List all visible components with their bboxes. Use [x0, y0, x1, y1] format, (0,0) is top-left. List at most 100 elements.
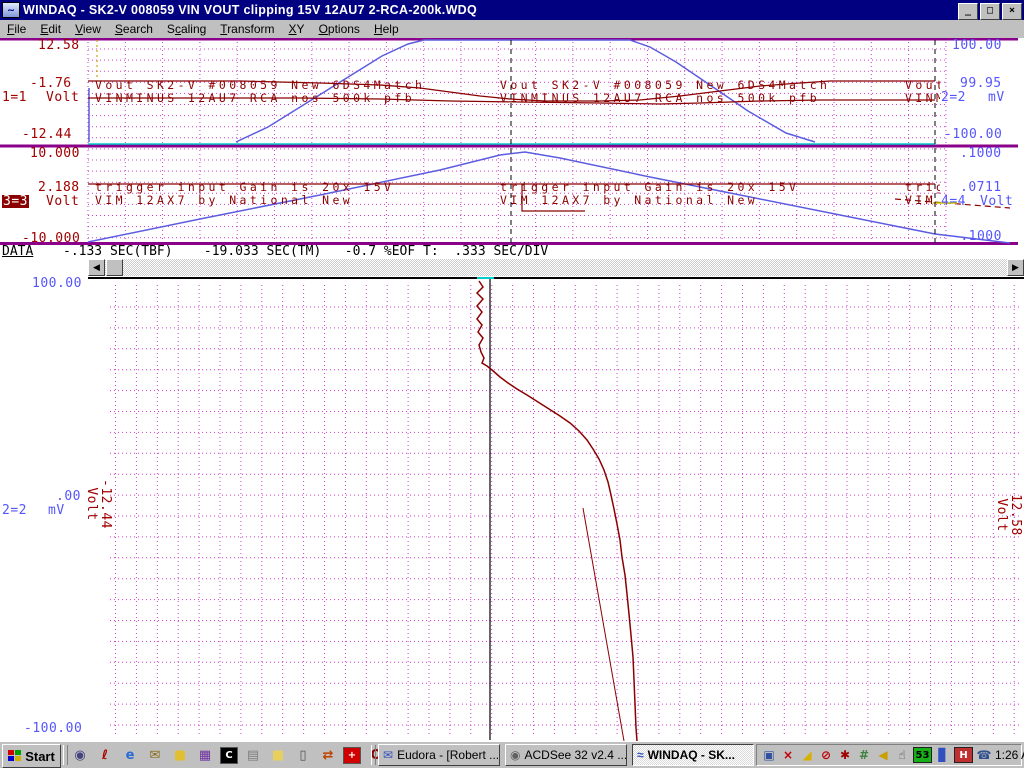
lotus-app-icon[interactable]: ℓ — [101, 747, 109, 763]
strip-chart-canvas[interactable] — [0, 38, 1024, 245]
scale-label: 100.00 — [952, 38, 1002, 53]
volume-icon[interactable]: ◀ — [878, 748, 888, 762]
scale-label: -100.00 — [944, 127, 1003, 142]
taskbar-grip[interactable] — [371, 745, 376, 765]
title-bar[interactable]: ∼ WINDAQ - SK2-V 008059 VIN VOUT clippin… — [0, 0, 1024, 20]
eudora-icon: ✉ — [383, 748, 394, 762]
media-player-icon[interactable]: ◉ — [74, 747, 86, 763]
acdsee-icon: ◉ — [510, 748, 521, 762]
scroll-left-arrow[interactable]: ◀ — [88, 259, 105, 276]
ch4-annotation-text: VIM 12AX7 by National New — [95, 193, 354, 207]
ch3-annotation-text: trigger input Gain is 20x 15V — [95, 180, 395, 194]
scale-label: Volt — [980, 194, 1014, 209]
menu-transform[interactable]: Transform — [220, 22, 275, 36]
xy-plot-canvas[interactable] — [0, 277, 1024, 741]
taskbar-grip[interactable] — [63, 745, 68, 765]
menu-file[interactable]: File — [7, 22, 27, 36]
scale-label: 12.58 — [38, 38, 80, 53]
windaq-logo-icon: ∼ — [2, 2, 20, 18]
meter-53-icon[interactable]: 53 — [913, 747, 932, 763]
scan-monitor-icon[interactable]: ▣ — [763, 748, 775, 762]
waveform-strip-chart[interactable]: 12.58 -1.76 1=1 Volt -12.44 10.000 2.188 3=3 Vol… — [0, 38, 1024, 245]
scroll-right-arrow[interactable]: ▶ — [1007, 259, 1024, 276]
maximize-button[interactable]: □ — [980, 3, 1000, 20]
menu-xy[interactable]: XY — [288, 22, 305, 36]
scale-label: 3=3 — [2, 194, 29, 209]
menu-search[interactable]: Search — [114, 22, 153, 36]
ch2-annotation-trace — [88, 97, 935, 105]
ch3-annotation-text: trigger input Gain is 20x 15V — [905, 180, 940, 194]
task-button-label: WINDAQ - SK... — [647, 748, 735, 762]
scale-label: -12.44 — [22, 127, 72, 142]
start-button[interactable]: Start — [2, 744, 61, 768]
h-badge-icon[interactable]: H — [954, 747, 973, 763]
tray-clock[interactable]: 1:26 AM — [995, 748, 1024, 762]
scale-label: mV — [48, 503, 65, 518]
xy-transfer-curve — [475, 280, 638, 741]
menu-edit[interactable]: Edit — [40, 22, 62, 36]
menu-view[interactable]: View — [75, 22, 101, 36]
quick-launch-toolbar: ◉ ℓ e ✉ ■ ▦ C ▤ ■ ▯ ⇄ + O — [70, 744, 386, 766]
menu-options[interactable]: Options — [318, 22, 360, 36]
ch4-annotation-text: VIM 12AX7 by National New — [905, 193, 940, 207]
ch2-annotation-text: VINMINUS 12AU7 RCA nos 500k pfb — [95, 91, 416, 105]
menu-scaling[interactable]: Scaling — [166, 22, 207, 36]
modem-phone-icon[interactable]: ☎ — [976, 748, 992, 762]
task-button-label: ACDSee 32 v2.4 ... — [524, 748, 627, 762]
red-utility-icon[interactable]: ✱ — [839, 748, 851, 762]
ch3-trigger-triangle — [87, 151, 1011, 244]
opera-icon[interactable]: O — [370, 747, 382, 763]
internet-explorer-icon[interactable]: e — [125, 747, 135, 763]
scale-label: 100.00 — [32, 276, 82, 291]
display-app-icon[interactable]: ▦ — [198, 747, 212, 763]
prohibition-icon[interactable]: ⊘ — [820, 748, 832, 762]
task-button-label: Eudora - [Robert ... — [397, 748, 500, 762]
pda-sync-icon[interactable]: ▯ — [299, 747, 307, 763]
system-tray: ▣ × ◢ ⊘ ✱ # ◀ ☝ 53 ▊ H☎ 1:26 AM — [756, 744, 1024, 766]
taskbar-button-acdsee[interactable]: ◉ ACDSee 32 v2.4 ... — [505, 744, 627, 766]
scrollbar-thumb[interactable] — [106, 259, 123, 276]
scale-label: 99.95 — [960, 76, 1002, 91]
scale-label: -10.000 — [22, 231, 81, 246]
scale-label: Volt — [46, 194, 80, 209]
taskbar-button-windaq[interactable]: ≈ WINDAQ - SK... — [632, 744, 754, 766]
x-axis-left-label: -12.44 Volt — [84, 479, 113, 529]
ch2-annotation-text: VINMINUS 12AU7 RCA nos 500k pfb — [500, 91, 821, 105]
hardware-icon[interactable]: ▤ — [246, 747, 260, 763]
ch2-annotation-text: VINMINUS 12AU7 RCA nos 500k pfb — [905, 91, 940, 105]
scale-label: 2.188 — [38, 180, 80, 195]
horizontal-scrollbar[interactable]: ◀ ▶ — [0, 259, 1024, 277]
ch2-annotation: VINMINUS 12AU7 RCA nos 500k pfb VINMINUS … — [95, 91, 940, 105]
scale-label: Volt — [46, 90, 80, 105]
red-status-icon[interactable]: × — [782, 748, 794, 762]
minimize-button[interactable]: _ — [958, 3, 978, 20]
yellow-tool-icon[interactable]: ◢ — [802, 748, 812, 762]
scale-label: -.1000 — [952, 229, 1002, 244]
first-aid-icon[interactable]: + — [343, 746, 361, 764]
close-button[interactable]: × — [1002, 3, 1022, 20]
scale-label: .1000 — [960, 146, 1002, 161]
ch3-annotation: trigger input Gain is 20x 15V trigger inp… — [95, 180, 940, 194]
ch3-annotation-text: trigger input Gain is 20x 15V — [500, 180, 800, 194]
scale-label: -100.00 — [24, 721, 83, 736]
xy-plot-chart[interactable]: 100.00 .00 2=2 mV -100.00 -12.44 Volt 12.58 Volt — [0, 277, 1024, 741]
battery-icon[interactable]: ▊ — [938, 748, 948, 762]
menu-help[interactable]: Help — [373, 22, 399, 36]
scale-label: .00 — [56, 489, 81, 504]
status-mode-label[interactable]: DATA — [2, 244, 34, 259]
email-compose-icon[interactable]: ✉ — [149, 747, 161, 763]
tray-icons: ▣ × ◢ ⊘ ✱ # ◀ ☝ 53 ▊ H ☎ — [761, 747, 992, 763]
scale-label: mV — [988, 90, 1005, 105]
windows-logo-icon — [8, 750, 22, 762]
folder-icon[interactable]: ■ — [173, 747, 187, 763]
sync-arrows-icon[interactable]: ⇄ — [322, 747, 334, 763]
terminal-icon[interactable]: C — [220, 746, 238, 764]
folder-open-icon[interactable]: ■ — [271, 747, 285, 763]
windaq-icon: ≈ — [637, 748, 644, 762]
network-icon[interactable]: # — [858, 748, 870, 762]
ch1-annotation-text: Vout SK2-V #008059 New 6DS4Match — [905, 78, 940, 92]
scrollbar-track[interactable] — [88, 259, 1024, 276]
pointer-tool-icon[interactable]: ☝ — [898, 748, 906, 762]
taskbar-button-eudora[interactable]: ✉ Eudora - [Robert ... — [378, 744, 500, 766]
